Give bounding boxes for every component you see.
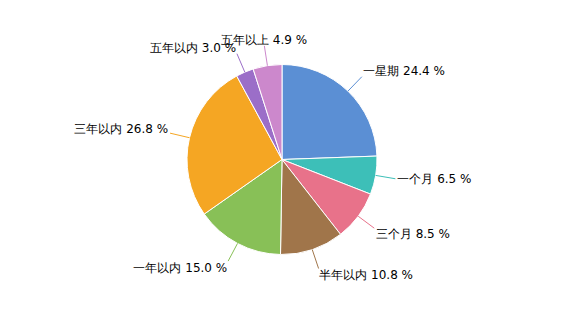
svg-text:五年以内 3.0 %: 五年以内 3.0 % — [150, 40, 237, 55]
svg-text:一星期 24.4 %: 一星期 24.4 % — [363, 64, 445, 78]
svg-text:五年以上 4.9 %: 五年以上 4.9 % — [221, 33, 307, 47]
svg-text:三年以内 26.8 %: 三年以内 26.8 % — [74, 122, 168, 136]
svg-text:一个月 6.5 %: 一个月 6.5 % — [397, 172, 471, 186]
svg-text:三个月 8.5 %: 三个月 8.5 % — [376, 227, 450, 241]
svg-text:半年以内 10.8 %: 半年以内 10.8 % — [319, 268, 413, 282]
svg-text:一年以内 15.0 %: 一年以内 15.0 % — [133, 261, 227, 275]
